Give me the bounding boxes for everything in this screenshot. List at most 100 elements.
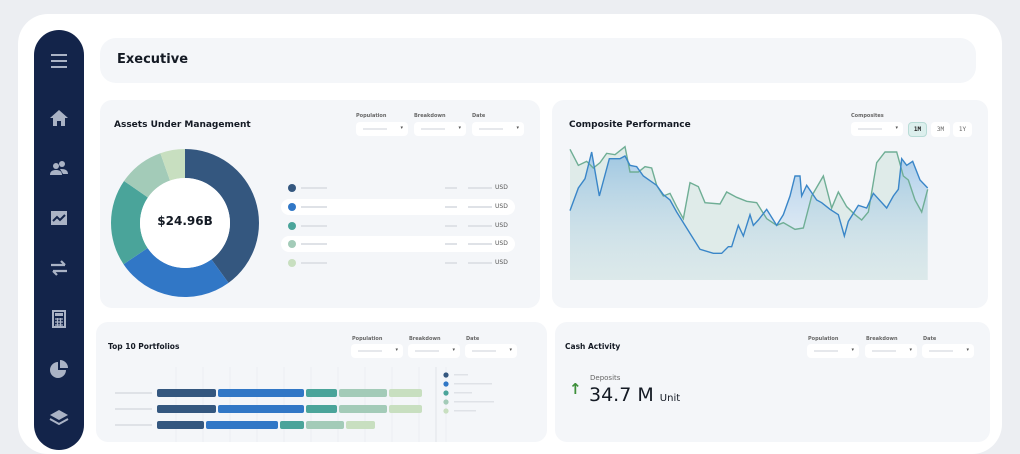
date-dropdown[interactable]: ▾: [465, 344, 517, 358]
range-1y-button[interactable]: 1Y: [953, 122, 972, 137]
transfer-icon[interactable]: [49, 258, 69, 278]
series-line: [569, 151, 929, 255]
population-label: Population: [356, 113, 387, 119]
legend-dot: [443, 372, 449, 378]
deposits-amount: 34.7 M: [589, 384, 654, 406]
caret-down-icon: ▾: [458, 125, 461, 131]
menu-icon[interactable]: [49, 51, 69, 71]
caret-down-icon: ▾: [966, 347, 969, 353]
bar-segment: [306, 421, 344, 429]
legend-label-placeholder: [454, 374, 468, 376]
donut-segment: [185, 149, 259, 283]
trend-up-arrow-icon: ↑: [569, 380, 582, 398]
date-label: Date: [923, 336, 937, 342]
legend-pct-placeholder: [445, 243, 457, 245]
deposits-label: Deposits: [590, 374, 621, 382]
legend-pct-placeholder: [445, 225, 457, 227]
legend-row: USD: [281, 218, 515, 234]
population-dropdown[interactable]: ▾: [351, 344, 403, 358]
pie-chart-icon[interactable]: [49, 359, 69, 379]
legend-label-placeholder: [454, 392, 472, 394]
legend-dot: [288, 222, 296, 230]
row-label-placeholder: [115, 392, 152, 394]
bar-segment: [157, 421, 204, 429]
population-dropdown[interactable]: ▾: [807, 344, 859, 358]
date-dropdown[interactable]: ▾: [922, 344, 974, 358]
donut-segment: [124, 153, 171, 198]
composite-card: Composite Performance Composites ▾ 1M 3M…: [552, 100, 988, 308]
legend-pct-placeholder: [445, 206, 457, 208]
caret-down-icon: ▾: [400, 125, 403, 131]
home-icon[interactable]: [49, 108, 69, 128]
sidebar: [34, 30, 84, 450]
cash-card: Cash Activity Population ▾ Breakdown ▾ D…: [555, 322, 990, 442]
composites-label: Composites: [851, 113, 884, 119]
caret-down-icon: ▾: [851, 347, 854, 353]
legend-label-placeholder: [301, 262, 327, 264]
bar-segment: [218, 389, 304, 397]
bar-segment: [389, 389, 422, 397]
legend-label-placeholder: [301, 206, 327, 208]
range-1m-button[interactable]: 1M: [908, 122, 927, 137]
bar-segment: [157, 389, 216, 397]
legend-value-placeholder: [468, 225, 492, 227]
composite-performance-chart: [569, 145, 929, 280]
aum-card: Assets Under Management Population ▾ Bre…: [100, 100, 540, 308]
bar-segment: [306, 389, 337, 397]
calculator-icon[interactable]: [49, 309, 69, 329]
legend-row: USD: [281, 180, 515, 196]
caret-down-icon: ▾: [395, 347, 398, 353]
users-icon[interactable]: [49, 158, 69, 178]
legend-unit: USD: [495, 222, 508, 229]
aum-title: Assets Under Management: [114, 120, 251, 130]
legend-unit: USD: [495, 240, 508, 247]
composite-title: Composite Performance: [569, 120, 691, 130]
date-label: Date: [472, 113, 486, 119]
caret-down-icon: ▾: [509, 347, 512, 353]
legend-row: USD: [281, 199, 515, 215]
aum-donut-chart: [110, 149, 259, 297]
page-title: Executive: [117, 52, 189, 67]
legend-dot: [443, 390, 449, 396]
date-label: Date: [466, 336, 480, 342]
aum-total: $24.96B: [157, 214, 213, 228]
page-header: Executive: [100, 38, 976, 83]
range-3m-button[interactable]: 3M: [931, 122, 950, 137]
legend-row: USD: [281, 255, 515, 271]
legend-label-placeholder: [301, 187, 327, 189]
legend-label-placeholder: [454, 383, 492, 385]
breakdown-dropdown[interactable]: ▾: [414, 122, 466, 136]
top10-title: Top 10 Portfolios: [108, 342, 180, 351]
breakdown-label: Breakdown: [866, 336, 898, 342]
bar-segment: [339, 405, 387, 413]
top10-card: Top 10 Portfolios Population ▾ Breakdown…: [96, 322, 547, 442]
caret-down-icon: ▾: [909, 347, 912, 353]
legend-unit: USD: [495, 203, 508, 210]
date-dropdown[interactable]: ▾: [472, 122, 524, 136]
legend-dot: [288, 203, 296, 211]
legend-value-placeholder: [468, 243, 492, 245]
composites-dropdown[interactable]: ▾: [851, 122, 903, 136]
donut-segment: [110, 181, 148, 265]
deposits-value: 34.7 M Unit: [589, 384, 680, 406]
legend-pct-placeholder: [445, 187, 457, 189]
legend-dot: [288, 184, 296, 192]
chart-folder-icon[interactable]: [49, 208, 69, 228]
layers-icon[interactable]: [49, 408, 69, 428]
legend-unit: USD: [495, 184, 508, 191]
legend-row: USD: [281, 236, 515, 252]
breakdown-dropdown[interactable]: ▾: [865, 344, 917, 358]
bar-segment: [206, 421, 278, 429]
legend-unit: USD: [495, 259, 508, 266]
legend-label-placeholder: [301, 243, 327, 245]
legend-dot: [288, 259, 296, 267]
population-dropdown[interactable]: ▾: [356, 122, 408, 136]
legend-value-placeholder: [468, 262, 492, 264]
legend-dot: [443, 408, 449, 414]
bar-segment: [389, 405, 422, 413]
deposits-unit: Unit: [659, 393, 681, 404]
breakdown-label: Breakdown: [414, 113, 446, 119]
donut-segment: [123, 248, 229, 297]
breakdown-dropdown[interactable]: ▾: [408, 344, 460, 358]
row-label-placeholder: [115, 424, 152, 426]
